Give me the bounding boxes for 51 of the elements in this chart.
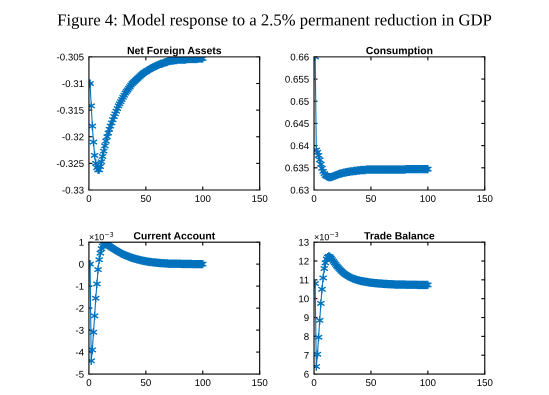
y-tick-label: -0.315 <box>56 106 84 114</box>
x-tick-label: 100 <box>420 195 436 202</box>
y-tick-label: 12 <box>299 258 309 265</box>
y-tick-label: -0.325 <box>56 160 84 167</box>
y-tick-label: -0.32 <box>62 133 84 140</box>
y-tick-label: 0.635 <box>285 164 309 172</box>
y-tick-label: 0.64 <box>290 142 309 150</box>
x-tick-label: 150 <box>477 379 492 386</box>
y-tick-label: 0 <box>79 260 84 268</box>
x-tick-label: 0 <box>312 379 316 386</box>
x-tick-label: 0 <box>86 379 92 386</box>
text: ×10$^{−3}$ <box>90 232 114 240</box>
y-tick-label: 11 <box>300 276 309 284</box>
x-tick-label: 100 <box>195 379 210 386</box>
y-tick-label: -1 <box>76 282 84 290</box>
x-tick-label: 50 <box>140 195 151 202</box>
x-tick-label: 50 <box>366 379 376 386</box>
chart-title: Net Foreign Assets <box>128 46 222 56</box>
y-tick-label: -2 <box>76 304 84 312</box>
chart-title: Consumption <box>366 46 432 56</box>
y-tick-label: 1 <box>79 238 84 246</box>
y-tick-label: 0.645 <box>285 120 309 128</box>
y-tick-label: 9 <box>304 314 309 322</box>
caption: Figure 4: Model response to a 2.5% permanent reduction in GDP <box>58 14 492 29</box>
y-tick-label: 7 <box>304 352 309 359</box>
y-tick-label: -5 <box>76 370 84 378</box>
chart-title: Trade Balance <box>364 232 434 240</box>
x-tick-label: 150 <box>477 195 492 202</box>
x-tick-label: 50 <box>140 379 151 386</box>
chart-title: Current Account <box>134 232 216 240</box>
x-tick-label: 50 <box>366 195 376 202</box>
y-tick-label: 0.655 <box>285 76 309 83</box>
y-tick-label: -0.305 <box>56 54 84 60</box>
y-tick-label: 0.66 <box>290 54 309 60</box>
y-tick-label: 0.63 <box>290 186 309 194</box>
y-tick-label: -4 <box>76 348 84 356</box>
x-tick-label: 150 <box>252 195 268 202</box>
x-tick-label: 0 <box>86 195 92 202</box>
y-tick-label: 8 <box>304 333 309 340</box>
y-tick-label: 6 <box>304 370 309 378</box>
x-tick-label: 100 <box>195 195 210 202</box>
y-tick-label: -3 <box>76 326 84 334</box>
y-tick-label: 0.65 <box>290 98 309 105</box>
x-tick-label: 150 <box>252 379 268 386</box>
x-tick-label: 0 <box>312 195 316 202</box>
x-tick-label: 100 <box>420 379 436 386</box>
text: ×10$^{−3}$ <box>314 232 338 240</box>
y-tick-label: 10 <box>299 295 309 302</box>
y-tick-label: 13 <box>299 238 309 246</box>
y-tick-label: -0.33 <box>62 186 84 194</box>
y-tick-label: -0.31 <box>62 80 84 88</box>
